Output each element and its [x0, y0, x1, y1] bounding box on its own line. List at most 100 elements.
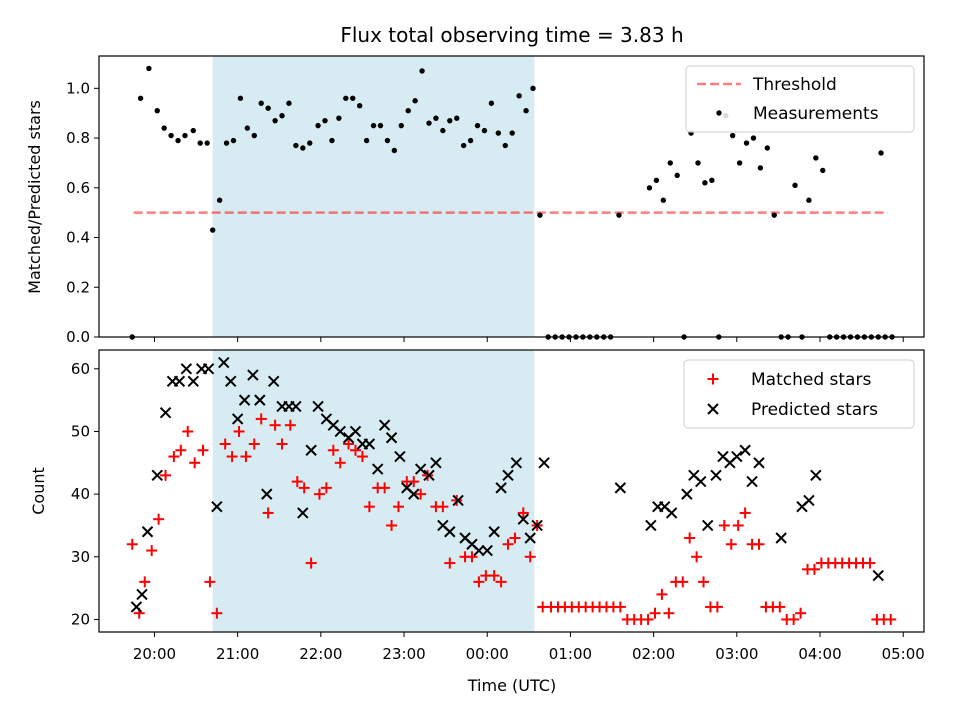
matched-star-marker [649, 607, 661, 619]
measurement-point [293, 142, 299, 149]
matched-star-marker [160, 469, 172, 481]
measurement-point [237, 95, 244, 101]
matched-star-marker [313, 488, 325, 500]
measurement-point [474, 122, 481, 129]
bottom-axis-ticks: 20 30 40 50 60 20:00 21:00 22:00 23:00 00:00 01:00… [71, 360, 925, 663]
x-stroke-b [488, 526, 500, 538]
predicted-star-marker [371, 463, 384, 475]
matched-star-marker [774, 601, 786, 613]
predicted-star-marker [710, 469, 722, 482]
bottom-y-tick-label: 60 [71, 360, 90, 378]
predicted-star-marker [614, 482, 627, 494]
predicted-star-marker [238, 394, 251, 406]
measurement-point [667, 160, 673, 166]
matched-star-marker [808, 563, 820, 575]
x-stroke-b [746, 475, 758, 488]
bottom-y-axis-label: Count [29, 467, 48, 515]
measurement-point [230, 137, 237, 144]
predicted-star-marker [414, 463, 427, 475]
measurement-point [502, 142, 508, 149]
x-stroke-b [320, 413, 333, 425]
matched-star-marker [262, 507, 274, 519]
measurement-point [419, 68, 425, 74]
x-stroke-b [414, 463, 427, 475]
matched-star-marker [219, 438, 231, 450]
matched-star-marker [298, 482, 310, 494]
predicted-star-marker [803, 494, 815, 507]
top-y-tick-label: 1.0 [66, 79, 90, 97]
measurement-point [209, 227, 216, 233]
predicted-star-marker [695, 475, 707, 488]
x-stroke-b [327, 419, 340, 431]
x-axis-label: Time (UTC) [467, 676, 556, 695]
measurement-point [792, 182, 798, 189]
predicted-star-marker [334, 425, 346, 438]
x-stroke-b [187, 375, 199, 388]
x-stroke-b [225, 375, 237, 388]
x-stroke-b [408, 488, 420, 500]
x-stroke-b [267, 375, 280, 388]
x-stroke-b [510, 457, 523, 469]
measurement-point [377, 122, 384, 129]
x-stroke-b [290, 400, 302, 413]
x-stroke-b [517, 513, 529, 525]
predicted-star-marker [180, 363, 193, 375]
measurement-point [370, 122, 377, 129]
predicted-star-marker [394, 450, 406, 463]
predicted-star-marker [261, 488, 273, 500]
matched-swatch-marker [707, 373, 719, 385]
matched-star-marker [284, 419, 296, 431]
top-panel-shaded-region [212, 56, 535, 337]
matched-star-marker [517, 507, 529, 519]
measurements-legend-swatch [716, 110, 722, 116]
predicted-star-marker [739, 444, 751, 456]
predicted-star-marker [495, 482, 507, 494]
measurement-point [216, 197, 223, 203]
top-y-tick-label: 0.2 [66, 278, 90, 296]
measurement-point [757, 165, 764, 171]
measurement-point [315, 122, 321, 129]
x-stroke-b [444, 526, 456, 538]
x-stroke-b [473, 544, 485, 557]
predicted-star-marker [130, 601, 143, 613]
measurement-point [175, 137, 181, 144]
bottom-panel-shaded-region [212, 350, 535, 632]
measurement-point [646, 185, 653, 191]
measurement-point [384, 137, 391, 144]
measurement-point [523, 108, 529, 114]
x-stroke-b [739, 444, 751, 456]
bottom-y-tick-label: 30 [71, 548, 90, 566]
bottom-y-tick-label: 40 [71, 485, 90, 503]
matched-star-marker [663, 607, 675, 619]
matched-star-marker [656, 588, 668, 600]
matched-star-marker [698, 576, 710, 588]
bottom-legend: Matched stars Predicted stars [683, 359, 915, 429]
predicted-star-marker [254, 394, 266, 406]
predicted-stars-legend-label: Predicted stars [751, 400, 878, 420]
matched-star-marker [718, 519, 730, 531]
x-stroke-b [614, 482, 627, 494]
matched-star-marker [691, 551, 703, 563]
x-stroke-b [141, 526, 154, 538]
x-stroke-b [218, 356, 230, 369]
top-y-tick-label: 0.6 [66, 179, 90, 197]
measurement-point [154, 108, 160, 114]
x-stroke-b [261, 488, 273, 500]
x-stroke-b [872, 569, 884, 582]
predicted-star-marker [746, 475, 758, 488]
matched-star-marker [233, 425, 245, 437]
predicted-star-marker [510, 457, 523, 469]
predicted-star-marker [211, 500, 223, 513]
predicted-star-marker [408, 488, 420, 500]
measurement-point [197, 140, 203, 146]
measurement-point [336, 115, 342, 121]
matched-star-marker [255, 413, 267, 425]
predicted-star-marker [290, 400, 302, 413]
measurement-point [343, 95, 349, 101]
matched-star-marker [126, 538, 138, 550]
x-stroke-b [130, 601, 143, 613]
predicted-star-marker [305, 444, 317, 456]
measurement-point [398, 122, 404, 129]
x-stroke-b [430, 457, 442, 469]
measurement-point [412, 98, 418, 104]
